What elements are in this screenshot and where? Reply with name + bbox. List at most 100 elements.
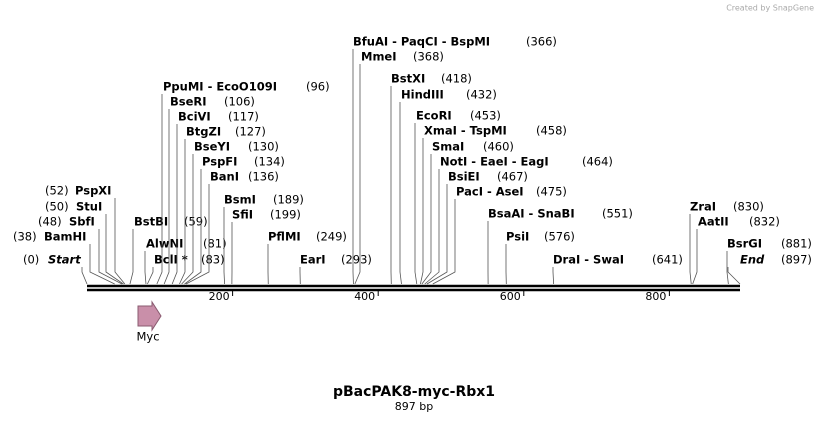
- ruler-label: 800: [645, 290, 666, 303]
- site-line: [114, 198, 126, 285]
- site-line: [185, 184, 210, 285]
- site-name: PpuMI - EcoO109I: [163, 80, 277, 94]
- site-name: PsiI: [506, 230, 529, 244]
- site-name: SbfI: [69, 215, 95, 229]
- site-line: [426, 184, 448, 285]
- site-line: [171, 124, 178, 285]
- site-name: MmeI: [361, 50, 397, 64]
- site-position: (96): [306, 80, 330, 94]
- site-name: NotI - EaeI - EagI: [440, 155, 549, 169]
- site-position: (38): [13, 230, 37, 244]
- site-position: (50): [45, 200, 69, 214]
- site-position: (467): [497, 170, 528, 184]
- site-line: [420, 138, 424, 285]
- length: 897 bp: [395, 400, 433, 413]
- site-line: [89, 244, 115, 285]
- site-name: BanI: [210, 170, 239, 184]
- site-line: [147, 267, 154, 285]
- site-position: (551): [602, 207, 633, 221]
- site-name: BsrGI: [727, 237, 762, 251]
- site-name: BstXI: [391, 72, 425, 86]
- site-name: BsaAI - SnaBI: [488, 207, 575, 221]
- site-name: DraI - SwaI: [553, 253, 624, 267]
- site-name: PacI - AseI: [456, 185, 524, 199]
- site-name: BamHI: [44, 230, 86, 244]
- site-position: (832): [749, 215, 780, 229]
- site-line: [181, 154, 194, 285]
- site-line: [552, 267, 555, 285]
- site-position: (460): [483, 140, 514, 154]
- ruler-label: 600: [500, 290, 521, 303]
- site-position: (432): [466, 88, 497, 102]
- ruler-label: 400: [354, 290, 375, 303]
- site-line: [81, 267, 88, 285]
- site-name: End: [740, 253, 765, 267]
- site-line: [432, 199, 456, 285]
- site-name: BsmI: [224, 193, 256, 207]
- site-line: [223, 207, 225, 285]
- site-line: [727, 267, 741, 285]
- site-line: [692, 229, 698, 285]
- site-position: (127): [235, 125, 266, 139]
- site-line: [163, 109, 170, 285]
- site-name: XmaI - TspMI: [424, 124, 507, 138]
- site-name: EcoRI: [416, 109, 452, 123]
- site-name: ZraI: [690, 200, 716, 214]
- site-position: (52): [45, 184, 69, 198]
- site-position: (464): [582, 155, 613, 169]
- site-name: BstBI: [134, 215, 168, 229]
- site-line: [179, 139, 186, 285]
- site-name: AlwNI: [146, 237, 183, 251]
- site-position: (576): [544, 230, 575, 244]
- site-position: (106): [224, 95, 255, 109]
- site-position: (59): [184, 215, 208, 229]
- site-position: (475): [536, 185, 567, 199]
- site-line: [98, 229, 123, 285]
- site-position: (418): [441, 72, 472, 86]
- site-line: [399, 102, 402, 285]
- site-name: BseRI: [170, 95, 207, 109]
- site-line: [144, 251, 147, 285]
- site-line: [354, 64, 361, 285]
- site-name: BsiEI: [448, 170, 480, 184]
- site-name: BciVI: [178, 110, 211, 124]
- site-name: BseYI: [194, 140, 230, 154]
- site-position: (134): [254, 155, 285, 169]
- site-name: PflMI: [268, 230, 301, 244]
- site-line: [424, 169, 440, 285]
- site-name: StuI: [76, 200, 102, 214]
- site-position: (189): [273, 193, 304, 207]
- site-position: (48): [38, 215, 62, 229]
- site-line: [105, 214, 124, 285]
- credit: Created by SnapGene: [726, 4, 814, 13]
- site-position: (366): [526, 35, 557, 49]
- site-position: (293): [341, 253, 372, 267]
- site-position: (458): [536, 124, 567, 138]
- site-position: (199): [270, 208, 301, 222]
- site-name: HindIII: [401, 88, 444, 102]
- ruler-label: 200: [209, 290, 230, 303]
- site-position: (83): [201, 253, 225, 267]
- site-line: [726, 251, 729, 285]
- site-name: BtgZI: [186, 125, 221, 139]
- site-position: (136): [248, 170, 279, 184]
- site-position: (897): [781, 253, 812, 267]
- site-position: (830): [733, 200, 764, 214]
- site-line: [156, 94, 163, 285]
- site-name: PspXI: [75, 184, 111, 198]
- site-position: (249): [316, 230, 347, 244]
- site-position: (130): [248, 140, 279, 154]
- site-position: (881): [781, 237, 812, 251]
- site-name: SmaI: [432, 140, 464, 154]
- site-name: AatII: [698, 215, 729, 229]
- site-position: (641): [652, 253, 683, 267]
- site-line: [421, 154, 432, 285]
- site-position: (117): [228, 110, 259, 124]
- site-name: BclI *: [154, 253, 188, 267]
- site-name: BfuAI - PaqCI - BspMI: [353, 35, 490, 49]
- site-name: Start: [48, 253, 81, 267]
- feature-arrow: [137, 300, 162, 332]
- feature-label: Myc: [136, 330, 159, 344]
